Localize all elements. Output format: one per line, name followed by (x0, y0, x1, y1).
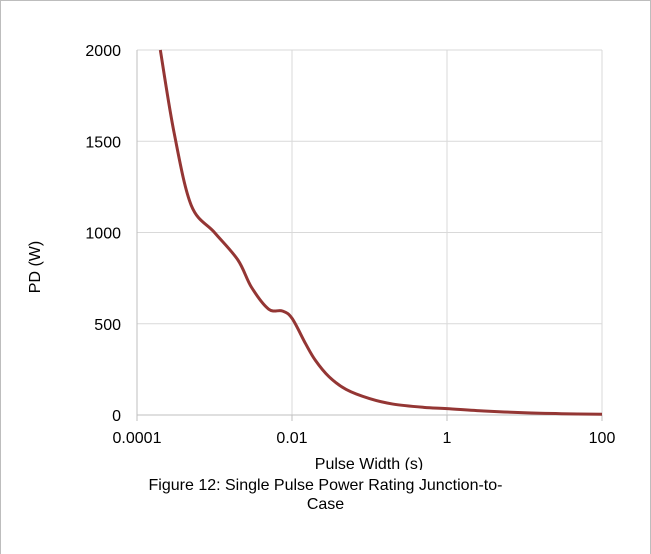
series-line (158, 49, 603, 416)
x-tick-label: 0.01 (276, 430, 307, 447)
x-tick-label: 0.0001 (113, 430, 162, 447)
caption-line-2: Case (306, 496, 345, 513)
axes (136, 50, 603, 421)
x-axis-title: Pulse Width (s) (315, 456, 423, 470)
y-tick-label: 1000 (85, 226, 121, 243)
y-tick-labels: 0 500 1000 1500 2000 (85, 43, 121, 425)
x-tick-labels: 0.0001 0.01 1 100 (113, 430, 616, 447)
y-axis-title: PD (W) (27, 241, 44, 293)
frame-top-border (0, 0, 651, 1)
figure-caption: Figure 12: Single Pulse Power Rating Jun… (0, 476, 651, 514)
y-tick-label: 1500 (85, 134, 121, 151)
y-tick-label: 0 (112, 408, 121, 425)
y-tick-label: 2000 (85, 43, 121, 60)
x-tick-label: 100 (589, 430, 616, 447)
caption-line-1: Figure 12: Single Pulse Power Rating Jun… (148, 477, 503, 494)
chart: 0 500 1000 1500 2000 0.0001 0.01 1 100 PD (W) P… (27, 43, 616, 470)
grid-lines (137, 49, 603, 415)
frame-left-border (0, 0, 1, 554)
x-tick-label: 1 (443, 430, 452, 447)
y-tick-label: 500 (94, 317, 121, 334)
